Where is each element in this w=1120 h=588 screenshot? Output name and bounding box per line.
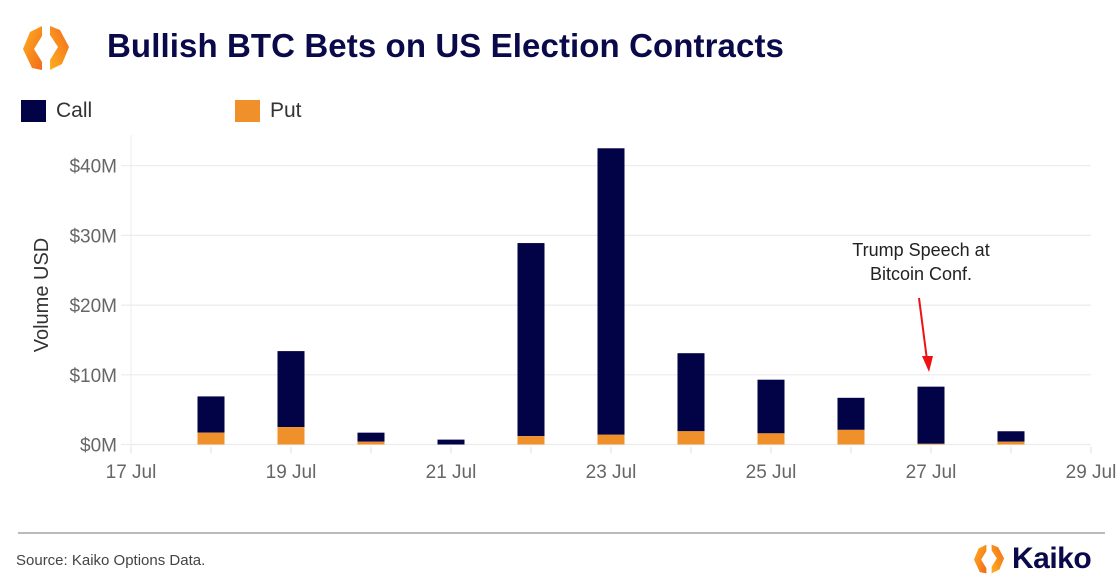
- legend-item-call[interactable]: Call: [21, 99, 92, 123]
- source-note: Source: Kaiko Options Data.: [16, 552, 206, 569]
- annotation-arrow-head-icon: [922, 356, 933, 372]
- brand-name: Kaiko: [1012, 542, 1092, 575]
- annotation-trump-speech: Trump Speech at Bitcoin Conf.: [852, 240, 990, 372]
- kaiko-logo-icon: [23, 26, 69, 70]
- bar-call-23-jul[interactable]: [597, 148, 625, 435]
- bar-call-28-jul[interactable]: [997, 431, 1025, 442]
- bar-call-21-jul[interactable]: [437, 439, 465, 445]
- annotation-text-line: Trump Speech at: [852, 240, 989, 260]
- bar-put-24-jul[interactable]: [677, 431, 705, 445]
- x-tick-label: 27 Jul: [906, 462, 957, 483]
- legend-swatch-put: [235, 100, 260, 122]
- bar-put-27-jul[interactable]: [917, 443, 945, 445]
- bar-put-20-jul[interactable]: [357, 441, 385, 445]
- bar-put-25-jul[interactable]: [757, 433, 785, 445]
- axes: $0M $10M $20M $30M $40M 17 Jul 19 Jul 21 Jul 23 …: [69, 157, 1116, 483]
- bar-call-25-jul[interactable]: [757, 379, 785, 434]
- bar-call-19-jul[interactable]: [277, 351, 305, 428]
- bar-call-20-jul[interactable]: [357, 432, 385, 442]
- bars: [197, 148, 1025, 445]
- y-tick-label: $30M: [69, 226, 117, 247]
- bar-put-22-jul[interactable]: [517, 436, 545, 445]
- chart-plot-area: $0M $10M $20M $30M $40M 17 Jul 19 Jul 21 Jul 23 …: [31, 135, 1116, 483]
- annotation-text-line: Bitcoin Conf.: [870, 264, 972, 284]
- legend-label-call: Call: [56, 99, 93, 122]
- x-tick-label: 21 Jul: [426, 462, 477, 483]
- legend-label-put: Put: [270, 99, 302, 122]
- x-tick-label: 29 Jul: [1066, 462, 1117, 483]
- bar-put-28-jul[interactable]: [997, 441, 1025, 445]
- chart-title: Bullish BTC Bets on US Election Contract…: [107, 27, 785, 64]
- x-tick-label: 19 Jul: [266, 462, 317, 483]
- bar-put-18-jul[interactable]: [197, 432, 225, 445]
- bar-put-26-jul[interactable]: [837, 429, 865, 445]
- bar-call-26-jul[interactable]: [837, 397, 865, 430]
- footer-divider: [18, 532, 1105, 534]
- bar-put-23-jul[interactable]: [597, 434, 625, 445]
- bar-call-24-jul[interactable]: [677, 353, 705, 432]
- y-tick-label: $10M: [69, 366, 117, 387]
- y-tick-label: $40M: [69, 157, 117, 178]
- bar-put-19-jul[interactable]: [277, 427, 305, 445]
- legend-swatch-call: [21, 100, 46, 122]
- x-tick-label: 25 Jul: [746, 462, 797, 483]
- annotation-arrow-shaft: [918, 297, 928, 361]
- bar-call-18-jul[interactable]: [197, 396, 225, 433]
- bar-call-22-jul[interactable]: [517, 243, 545, 437]
- y-tick-label: $0M: [80, 436, 117, 457]
- x-tick-label: 17 Jul: [106, 462, 157, 483]
- bar-call-27-jul[interactable]: [917, 386, 945, 444]
- y-axis-title: Volume USD: [31, 238, 53, 353]
- kaiko-brand-logo-icon: [973, 544, 1005, 574]
- x-tick-label: 23 Jul: [586, 462, 637, 483]
- legend-item-put[interactable]: Put: [235, 99, 302, 123]
- y-tick-label: $20M: [69, 296, 117, 317]
- kaiko-brand: Kaiko: [972, 542, 1092, 576]
